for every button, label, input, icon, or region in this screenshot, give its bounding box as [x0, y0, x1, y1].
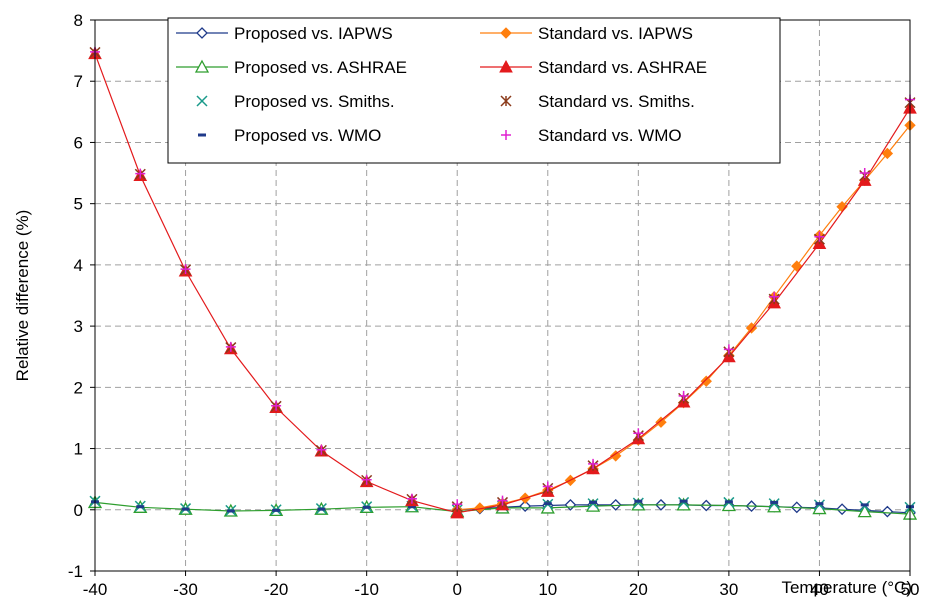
x-tick-label: -10	[354, 580, 379, 599]
legend-label: Proposed vs. IAPWS	[234, 24, 393, 43]
x-tick-label: -40	[83, 580, 108, 599]
x-tick-label: 0	[452, 580, 461, 599]
data-point	[406, 493, 417, 504]
data-point	[723, 344, 734, 355]
data-point	[859, 168, 870, 179]
data-point	[542, 481, 553, 492]
y-tick-label: -1	[68, 562, 83, 581]
legend-entry: Standard vs. WMO	[501, 126, 682, 145]
y-tick-label: 5	[74, 195, 83, 214]
x-tick-label: 30	[719, 580, 738, 599]
data-point	[609, 450, 622, 462]
legend-entry: Proposed vs. ASHRAE	[176, 58, 407, 77]
y-tick-label: 8	[74, 11, 83, 30]
data-point	[194, 59, 210, 73]
legend-label: Proposed vs. ASHRAE	[234, 58, 407, 77]
data-point	[769, 291, 780, 302]
data-point	[196, 95, 208, 107]
data-point	[678, 390, 689, 401]
data-point	[881, 505, 894, 518]
x-axis-title: Temperature (°C)	[781, 578, 912, 597]
legend-entry: Standard vs. ASHRAE	[480, 58, 707, 77]
legend-entry: Proposed vs. Smiths.	[196, 92, 395, 111]
data-point	[836, 503, 849, 516]
y-tick-label: 6	[74, 133, 83, 152]
data-point	[500, 27, 512, 39]
data-point	[474, 502, 486, 514]
data-point	[225, 341, 236, 352]
y-tick-label: 2	[74, 378, 83, 397]
legend-entry: Standard vs. Smiths.	[500, 92, 695, 111]
data-point	[501, 130, 511, 140]
data-point	[497, 495, 508, 506]
y-tick-label: 3	[74, 317, 83, 336]
y-axis-title: Relative difference (%)	[13, 210, 32, 382]
legend-label: Standard vs. IAPWS	[538, 24, 693, 43]
legend-entry: Proposed vs. IAPWS	[176, 24, 393, 43]
data-point	[700, 375, 712, 387]
data-point	[361, 474, 372, 485]
x-tick-label: 10	[538, 580, 557, 599]
data-point	[588, 458, 599, 469]
data-point	[196, 27, 208, 39]
legend-label: Standard vs. Smiths.	[538, 92, 695, 111]
y-tick-label: 0	[74, 501, 83, 520]
data-point	[631, 497, 646, 511]
series-layer	[87, 46, 918, 520]
data-point	[791, 260, 803, 272]
data-point	[135, 168, 146, 179]
legend-label: Proposed vs. WMO	[234, 126, 381, 145]
y-tick-label: 7	[74, 72, 83, 91]
legend-entry: Standard vs. IAPWS	[480, 24, 693, 43]
data-point	[857, 504, 872, 518]
y-tick-label: 1	[74, 440, 83, 459]
data-point	[271, 400, 282, 411]
legend-box	[167, 17, 781, 164]
data-point	[450, 505, 465, 519]
data-point	[633, 428, 644, 439]
legend-label: Proposed vs. Smiths.	[234, 92, 395, 111]
legend-label: Standard vs. WMO	[538, 126, 682, 145]
x-tick-label: -30	[173, 580, 198, 599]
x-tick-label: 40	[810, 580, 829, 599]
data-point	[180, 264, 191, 275]
data-point	[519, 500, 532, 513]
data-point	[609, 498, 622, 511]
data-point	[881, 147, 894, 160]
legend: Proposed vs. IAPWS Proposed vs. ASHRAE Pro…	[167, 17, 781, 164]
data-point	[452, 499, 463, 510]
legend-entry: Proposed vs. WMO	[198, 126, 381, 145]
data-point	[499, 59, 513, 73]
x-tick-label: 50	[901, 580, 920, 599]
x-tick-label: 20	[629, 580, 648, 599]
x-tick-label: -20	[264, 580, 289, 599]
data-point	[316, 444, 327, 455]
y-tick-label: 4	[74, 256, 83, 275]
data-point	[655, 416, 667, 428]
legend-label: Standard vs. ASHRAE	[538, 58, 707, 77]
data-point	[814, 231, 825, 242]
data-point	[500, 95, 512, 107]
